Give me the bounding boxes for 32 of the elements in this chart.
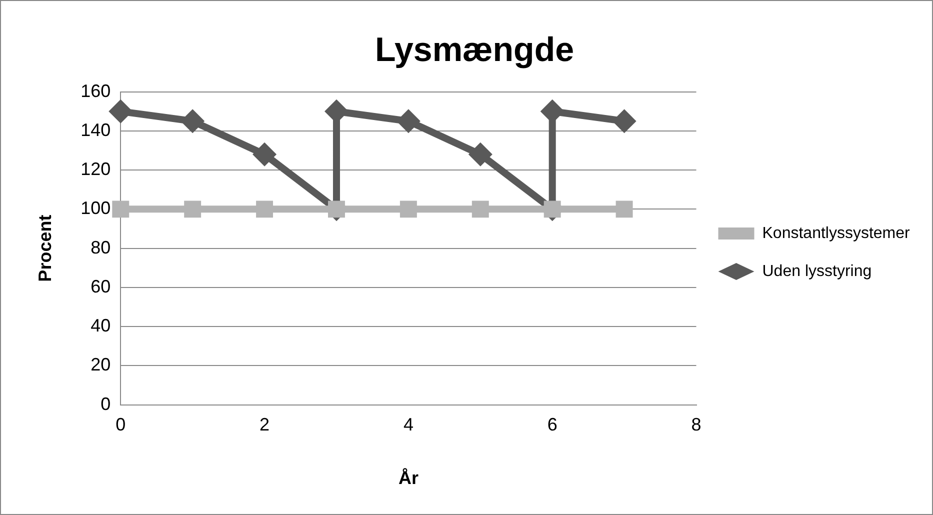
point bbox=[616, 200, 633, 218]
y-tick-label: 0 bbox=[100, 394, 111, 414]
point bbox=[468, 142, 492, 166]
point bbox=[472, 200, 489, 218]
legend-label: Konstantlyssystemer bbox=[762, 224, 911, 242]
x-axis-title: År bbox=[398, 468, 418, 488]
point bbox=[328, 200, 345, 218]
x-tick-label: 0 bbox=[116, 414, 126, 435]
point bbox=[544, 200, 561, 218]
point bbox=[180, 109, 205, 134]
y-axis-title: Procent bbox=[34, 214, 55, 282]
y-tick-label: 80 bbox=[90, 237, 111, 258]
point bbox=[184, 200, 202, 218]
x-tick-label: 4 bbox=[403, 414, 414, 435]
point bbox=[400, 200, 417, 218]
x-tick-label: 6 bbox=[547, 414, 558, 435]
y-tick-label: 40 bbox=[90, 316, 111, 336]
x-tick-label: 8 bbox=[691, 414, 702, 435]
chart-title: Lysmængde bbox=[374, 30, 574, 69]
point bbox=[612, 109, 636, 134]
y-tick-label: 120 bbox=[80, 159, 111, 180]
point bbox=[256, 200, 274, 218]
y-tick-label: 60 bbox=[90, 276, 111, 296]
y-tick-label: 140 bbox=[80, 120, 111, 140]
legend-label: Uden lysstyring bbox=[762, 262, 872, 280]
y-tick-label: 160 bbox=[80, 80, 111, 101]
y-tick-label: 100 bbox=[80, 198, 111, 218]
point bbox=[108, 99, 133, 124]
y-tick-label: 20 bbox=[90, 354, 111, 375]
point bbox=[112, 200, 130, 218]
point bbox=[252, 142, 277, 166]
x-tick-label: 2 bbox=[260, 414, 270, 435]
